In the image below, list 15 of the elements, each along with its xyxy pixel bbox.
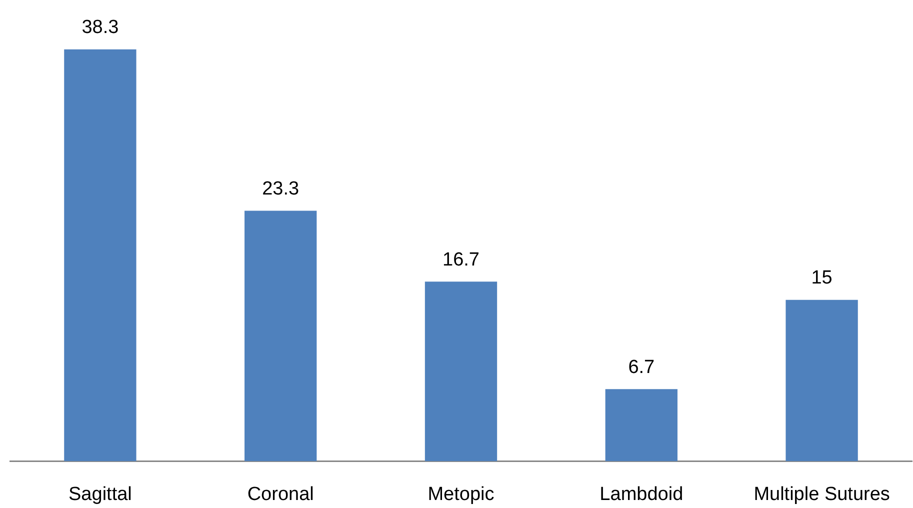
data-label: 23.3 bbox=[262, 178, 300, 200]
bar bbox=[605, 389, 678, 462]
data-label: 15 bbox=[811, 268, 832, 289]
x-tick-label: Sagittal bbox=[68, 484, 132, 505]
bar bbox=[424, 282, 498, 462]
data-label: 6.7 bbox=[628, 356, 655, 378]
x-tick-label: Metopic bbox=[428, 484, 494, 505]
bar bbox=[786, 300, 858, 462]
data-label: 16.7 bbox=[442, 249, 480, 270]
bar bbox=[64, 49, 136, 462]
bar bbox=[244, 210, 317, 462]
data-label: 38.3 bbox=[82, 17, 119, 38]
x-tick-label: Multiple Sutures bbox=[754, 484, 890, 505]
x-tick-label: Lambdoid bbox=[600, 484, 684, 505]
x-tick-label: Coronal bbox=[247, 484, 314, 505]
